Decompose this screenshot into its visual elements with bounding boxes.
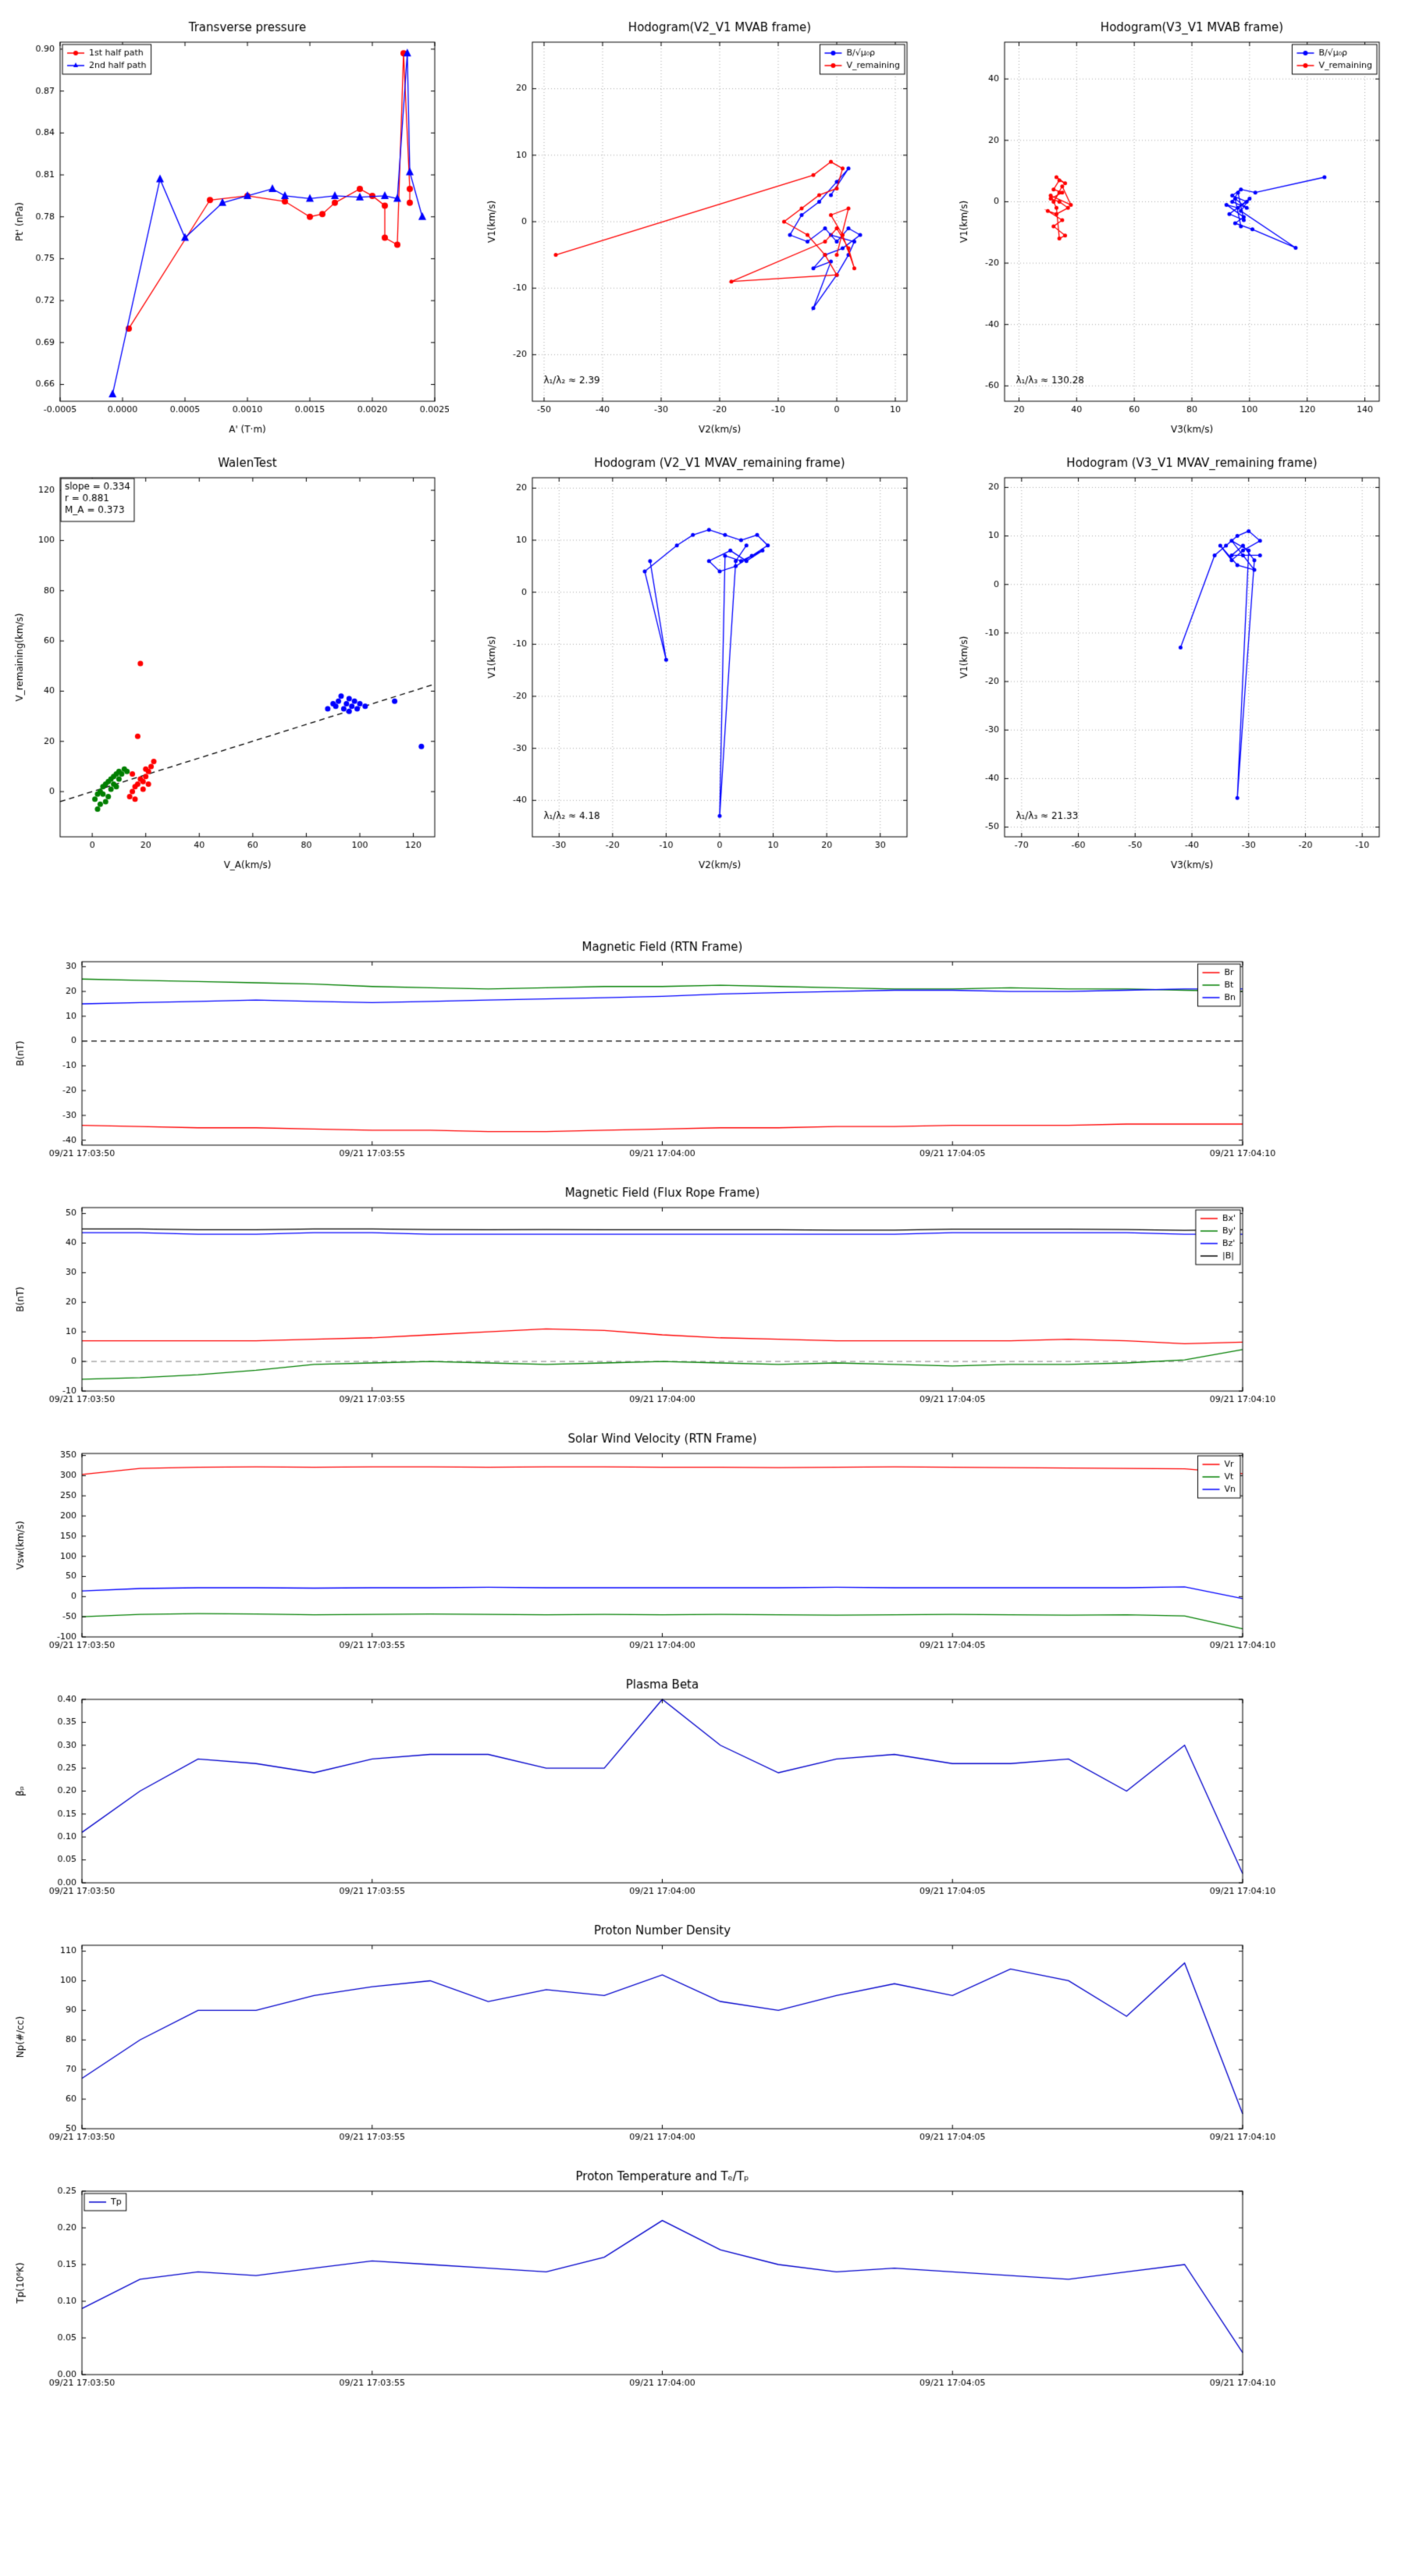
transverse-pressure-plot: [12, 9, 449, 439]
chart-transverse-pressure: [12, 9, 449, 439]
chart-hodogram-v3v1-mvab: [956, 9, 1393, 439]
magnetic-field-flux-rope-plot: [0, 1175, 1405, 1421]
chart-solar-wind-velocity: [0, 1421, 1405, 1667]
hodogram-v3v1-mvav-plot: [956, 445, 1393, 874]
chart-proton-number-density: [0, 1912, 1405, 2158]
plasma-beta-plot: [0, 1667, 1405, 1912]
chart-proton-temperature: [0, 2158, 1405, 2404]
chart-hodogram-v3v1-mvav: [956, 445, 1393, 874]
chart-magnetic-field-flux-rope: [0, 1175, 1405, 1421]
proton-temperature-plot: [0, 2158, 1405, 2404]
chart-hodogram-v2v1-mvav: [484, 445, 921, 874]
proton-number-density-plot: [0, 1912, 1405, 2158]
chart-hodogram-v2v1-mvab: [484, 9, 921, 439]
hodogram-v2v1-mvav-plot: [484, 445, 921, 874]
chart-plasma-beta: [0, 1667, 1405, 1912]
magnetic-field-rtn-plot: [0, 929, 1405, 1175]
solar-wind-velocity-plot: [0, 1421, 1405, 1667]
chart-magnetic-field-rtn: [0, 929, 1405, 1175]
walen-test-plot: [12, 445, 449, 874]
hodogram-v2v1-mvab-plot: [484, 9, 921, 439]
hodogram-v3v1-mvab-plot: [956, 9, 1393, 439]
chart-walen-test: [12, 445, 449, 874]
